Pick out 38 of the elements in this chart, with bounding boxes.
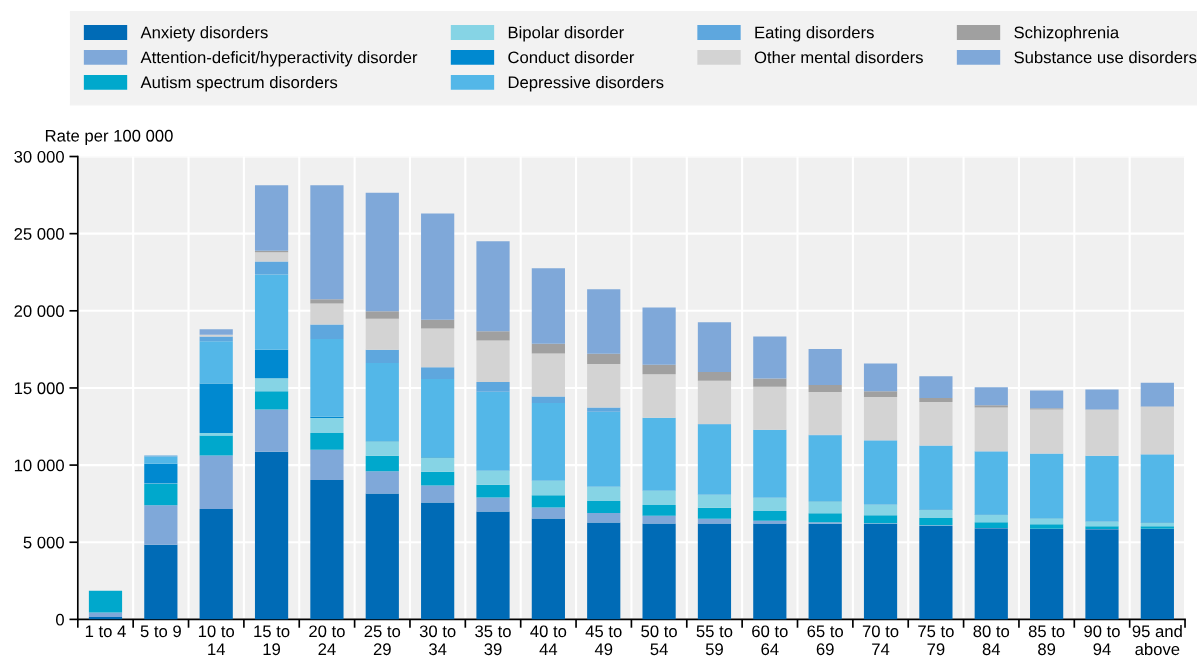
x-tick-label: 75 to 79 (918, 625, 954, 656)
x-tick-label: 95 and above (1132, 624, 1182, 656)
x-tick-label: 30 to 34 (419, 625, 456, 656)
y-tick-label: 20 000 (14, 305, 64, 317)
y-tick-label: 10 000 (14, 459, 64, 472)
x-tick-label: 20 to 24 (309, 625, 345, 655)
legend-label: Other mental disorders (754, 51, 923, 64)
x-tick-label: 55 to 59 (696, 625, 733, 656)
y-tick-label: 5 000 (23, 536, 64, 549)
x-tick-label: 90 to 94 (1084, 625, 1120, 656)
x-tick-label: 25 to 29 (364, 625, 401, 656)
x-tick-label: 1 to 4 (85, 625, 126, 638)
legend-label: Schizophrenia (1014, 26, 1120, 42)
x-tick-label: 65 to 69 (807, 625, 844, 656)
y-axis-title: Rate per 100 000 (45, 129, 173, 145)
legend-label: Bipolar disorder (508, 26, 624, 42)
legend-label: Substance use disorders (1014, 51, 1197, 64)
legend-label: Anxiety disorders (140, 26, 268, 42)
legend-label: Depressive disorders (508, 76, 664, 92)
x-tick-label: 5 to 9 (140, 625, 181, 638)
legend-label: Eating disorders (755, 26, 874, 42)
y-tick-label: 25 000 (14, 228, 64, 240)
x-tick-label: 50 to 54 (641, 625, 677, 656)
x-tick-label: 35 to 39 (475, 625, 511, 656)
x-tick-label: 45 to 49 (585, 625, 622, 656)
legend-label: Conduct disorder (508, 51, 635, 64)
x-tick-label: 80 to 84 (973, 625, 1010, 656)
x-tick-label: 60 to 64 (752, 625, 788, 656)
x-tick-label: 70 to 74 (862, 625, 899, 655)
x-tick-label: 10 to 14 (198, 625, 235, 655)
legend-label: Attention-deficit/hyperactivity disorder (140, 51, 418, 67)
y-tick-label: 0 (55, 613, 64, 626)
y-tick-label: 15 000 (14, 382, 64, 395)
y-tick-label: 30 000 (14, 150, 64, 163)
x-tick-label: 85 to 89 (1028, 625, 1065, 656)
x-tick-label: 40 to 44 (530, 625, 567, 655)
legend-label: Autism spectrum disorders (140, 76, 338, 92)
x-tick-label: 15 to 19 (254, 625, 290, 656)
